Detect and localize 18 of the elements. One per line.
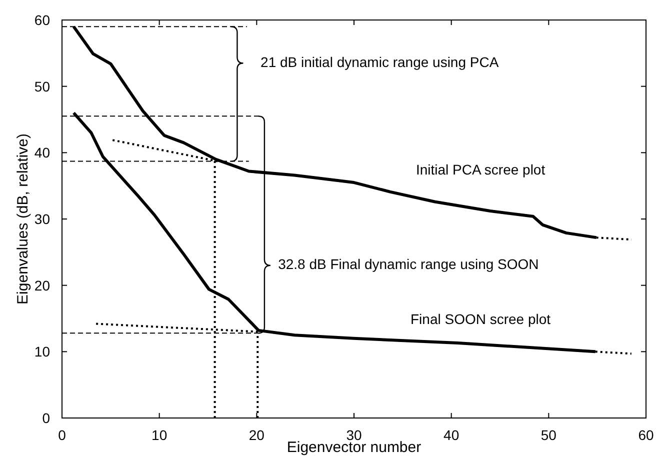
- y-tick-label: 0: [42, 410, 50, 426]
- annotation: Initial PCA scree plot: [416, 161, 546, 178]
- annotation: 32.8 dB Final dynamic range using SOON: [278, 256, 539, 272]
- y-tick-label: 20: [34, 277, 50, 294]
- x-tick-label: 10: [152, 426, 168, 443]
- annotation: Final SOON scree plot: [410, 311, 551, 328]
- y-tick-label: 40: [34, 144, 50, 161]
- y-tick-label: 50: [34, 78, 50, 94]
- x-tick-label: 40: [444, 426, 460, 443]
- y-tick-label: 60: [34, 12, 50, 28]
- x-tick-label: 50: [540, 426, 557, 443]
- x-tick-label: 0: [58, 426, 66, 443]
- y-tick-label: 10: [34, 344, 50, 360]
- y-axis-title: Eigenvalues (dB, relative): [14, 134, 32, 304]
- annotation: 21 dB initial dynamic range using PCA: [260, 54, 500, 70]
- y-tick-label: 30: [34, 210, 50, 227]
- x-tick-label: 20: [248, 426, 265, 443]
- x-tick-label: 60: [638, 426, 654, 443]
